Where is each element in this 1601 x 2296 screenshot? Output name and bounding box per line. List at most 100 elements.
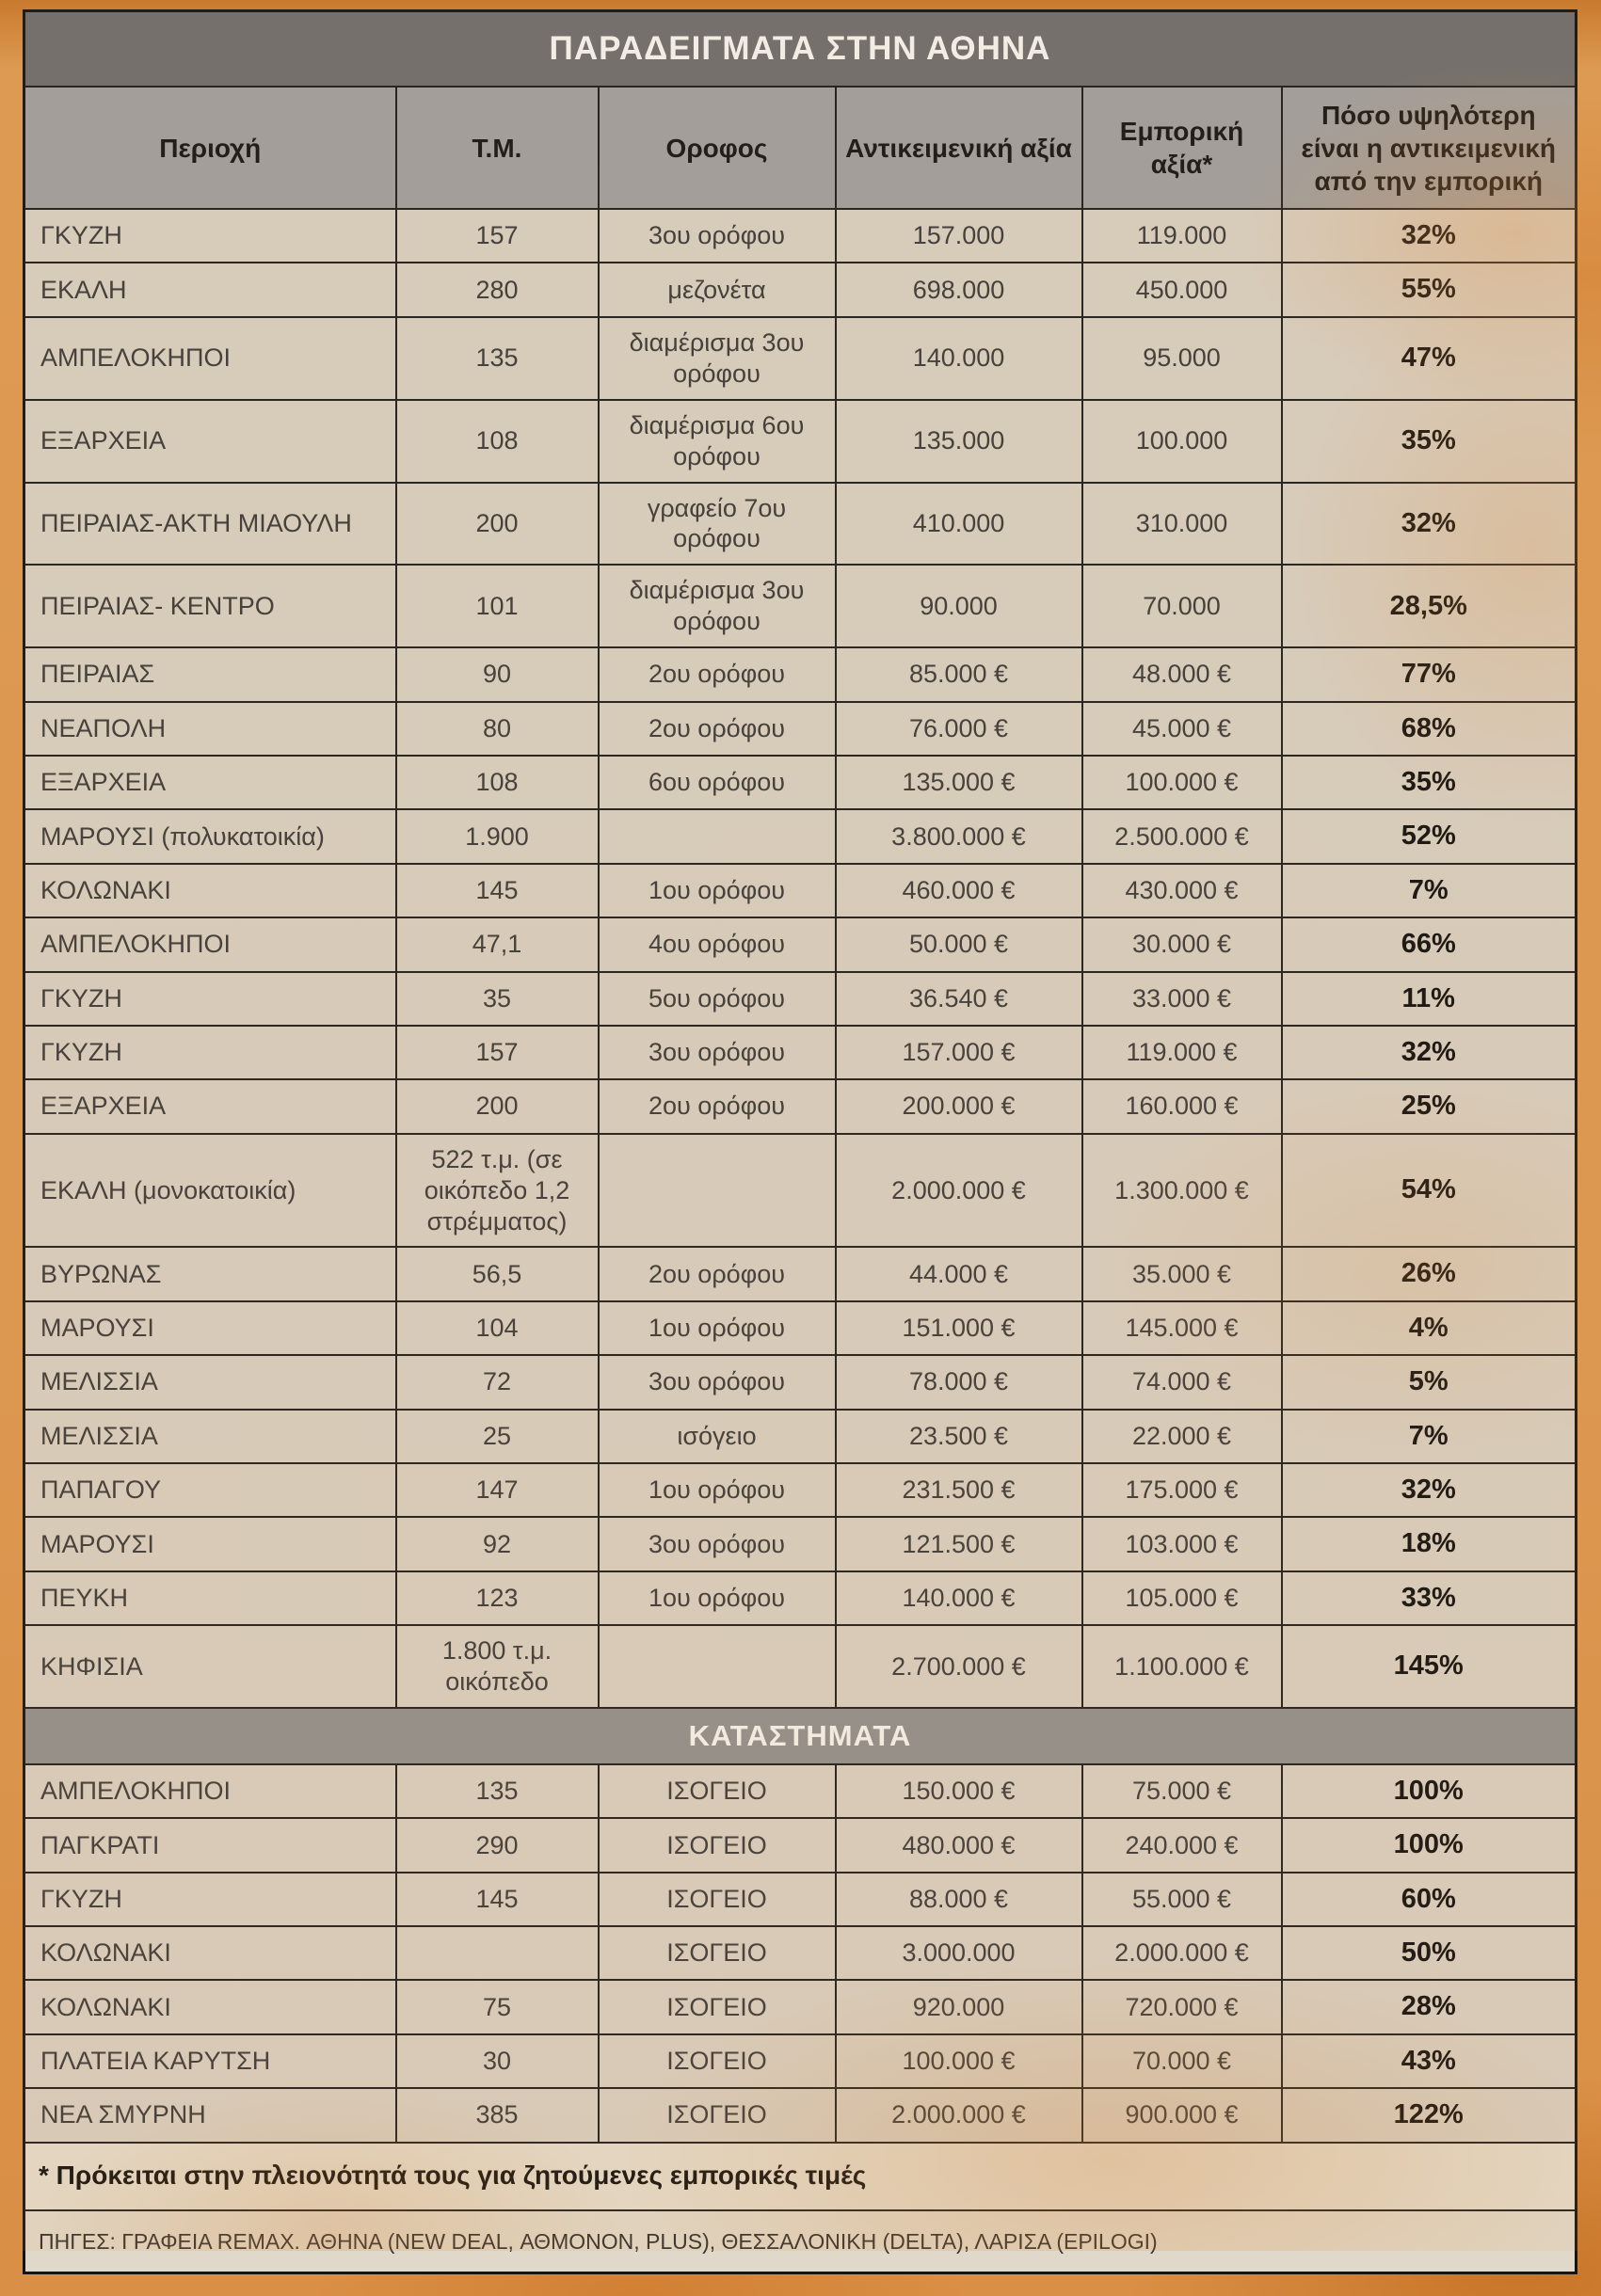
floor-cell: 5ου ορόφου [597,970,837,1027]
floor-cell: 2ου ορόφου [597,1246,837,1302]
table-title-row: ΠΑΡΑΔΕΙΓΜΑΤΑ ΣΤΗΝ ΑΘΗΝΑ [23,9,1577,88]
floor-cell: 2ου ορόφου [597,700,837,757]
difference-pct-cell: 35% [1280,398,1577,484]
objective-value-cell: 200.000 € [834,1078,1083,1135]
area-cell: ΝΕΑΠΟΛΗ [23,700,397,757]
objective-value-cell: 231.500 € [834,1461,1083,1519]
commercial-value-cell: 103.000 € [1081,1516,1283,1572]
difference-pct-cell: 7% [1280,862,1577,919]
table-row: ΠΛΑΤΕΙΑ ΚΑΡΥΤΣΗ 30 ΙΣΟΓΕΙΟ 100.000 €70.000 … [23,2033,1577,2090]
commercial-value-cell: 70.000 € [1081,2033,1283,2090]
difference-pct-cell: 145% [1280,1624,1577,1709]
floor-cell: διαμέρισμα 3ου ορόφου [597,315,837,401]
table-row: ΠΑΓΚΡΑΤΙ 290 ΙΣΟΓΕΙΟ 480.000 €240.000 €100% [23,1817,1577,1873]
commercial-value-cell: 119.000 [1081,207,1283,264]
area-cell: ΒΥΡΩΝΑΣ [23,1246,397,1302]
column-header-row: Περιοχή Τ.Μ. Οροφος Αντικειμενική αξία Ε… [23,86,1577,210]
floor-cell: μεζονέτα [597,262,837,318]
area-cell: ΠΕΙΡΑΙΑΣ [23,646,397,703]
objective-value-cell: 920.000 [834,1979,1083,2035]
objective-value-cell: 85.000 € [834,646,1083,703]
objective-value-cell: 460.000 € [834,862,1083,919]
table-row: ΕΞΑΡΧΕΙΑ 200 2ου ορόφου 200.000 €160.000 €2… [23,1078,1577,1135]
objective-value-cell: 157.000 € [834,1024,1083,1081]
difference-pct-cell: 32% [1280,207,1577,264]
sqm-cell: 385 [394,2087,600,2144]
difference-pct-cell: 100% [1280,1762,1577,1820]
sqm-cell: 522 τ.μ. (σε οικόπεδο 1,2 στρέμματος) [394,1132,600,1249]
examples-table: ΠΑΡΑΔΕΙΓΜΑΤΑ ΣΤΗΝ ΑΘΗΝΑ Περιοχή Τ.Μ. Ορο… [23,9,1577,2274]
table-row: ΜΕΛΙΣΣΙΑ 25 ισόγειο 23.500 €22.000 €7% [23,1408,1577,1464]
objective-value-cell: 100.000 € [834,2033,1083,2090]
table-row: ΠΕΙΡΑΙΑΣ 90 2ου ορόφου 85.000 €48.000 €77% [23,646,1577,703]
col-header-difference-pct: Πόσο υψηλότερη είναι η αντικειμενική από… [1280,86,1577,210]
area-cell: ΠΑΠΑΓΟΥ [23,1461,397,1519]
objective-value-cell: 140.000 [834,315,1083,401]
objective-value-cell: 3.000.000 [834,1925,1083,1982]
floor-cell: διαμέρισμα 6ου ορόφου [597,398,837,484]
sqm-cell: 92 [394,1516,600,1572]
area-cell: ΠΛΑΤΕΙΑ ΚΑΡΥΤΣΗ [23,2033,397,2090]
shops-section: ΚΑΤΑΣΤΗΜΑΤΑ [23,1706,1577,1765]
sqm-cell: 108 [394,754,600,811]
difference-pct-cell: 50% [1280,1925,1577,1982]
commercial-value-cell: 160.000 € [1081,1078,1283,1135]
shop-rows-body: ΑΜΠΕΛΟΚΗΠΟΙ 135 ΙΣΟΓΕΙΟ 150.000 €75.000 €10… [23,1762,1577,2144]
objective-value-cell: 3.800.000 € [834,808,1083,865]
commercial-value-cell: 119.000 € [1081,1024,1283,1081]
floor-cell: 3ου ορόφου [597,1024,837,1081]
difference-pct-cell: 35% [1280,754,1577,811]
floor-cell: 3ου ορόφου [597,207,837,264]
sqm-cell: 75 [394,1979,600,2035]
sqm-cell: 290 [394,1817,600,1873]
section-title: ΚΑΤΑΣΤΗΜΑΤΑ [23,1706,1577,1765]
difference-pct-cell: 7% [1280,1408,1577,1464]
table-row: ΜΑΡΟΥΣΙ (πολυκατοικία) 1.900 3.800.000 €2.… [23,808,1577,865]
difference-pct-cell: 68% [1280,700,1577,757]
sqm-cell: 123 [394,1570,600,1627]
objective-value-cell: 121.500 € [834,1516,1083,1572]
objective-value-cell: 23.500 € [834,1408,1083,1464]
commercial-value-cell: 105.000 € [1081,1570,1283,1627]
area-cell: ΝΕΑ ΣΜΥΡΝΗ [23,2087,397,2144]
floor-cell [597,808,837,865]
difference-pct-cell: 33% [1280,1570,1577,1627]
sqm-cell: 90 [394,646,600,703]
commercial-value-cell: 35.000 € [1081,1246,1283,1302]
floor-cell: διαμέρισμα 3ου ορόφου [597,564,837,649]
col-header-sqm: Τ.Μ. [394,86,600,210]
difference-pct-cell: 28% [1280,1979,1577,2035]
table-row: ΕΚΑΛΗ (μονοκατοικία) 522 τ.μ. (σε οικόπεδ… [23,1132,1577,1249]
floor-cell: ΙΣΟΓΕΙΟ [597,2033,837,2090]
difference-pct-cell: 60% [1280,1871,1577,1928]
table-row: ΕΞΑΡΧΕΙΑ 108 διαμέρισμα 6ου ορόφου 135.000 1… [23,398,1577,484]
area-cell: ΕΞΑΡΧΕΙΑ [23,1078,397,1135]
difference-pct-cell: 52% [1280,808,1577,865]
objective-value-cell: 78.000 € [834,1354,1083,1411]
objective-value-cell: 135.000 € [834,754,1083,811]
area-cell: ΜΑΡΟΥΣΙ (πολυκατοικία) [23,808,397,865]
sources-text: ΠΗΓΕΣ: ΓΡΑΦΕΙΑ REMAX. ΑΘΗΝΑ (NEW DEAL, Α… [23,2208,1577,2274]
commercial-value-cell: 450.000 [1081,262,1283,318]
difference-pct-cell: 26% [1280,1246,1577,1302]
table-row: ΕΞΑΡΧΕΙΑ 108 6ου ορόφου 135.000 €100.000 €3… [23,754,1577,811]
commercial-value-cell: 175.000 € [1081,1461,1283,1519]
area-cell: ΜΕΛΙΣΣΙΑ [23,1408,397,1464]
floor-cell: ΙΣΟΓΕΙΟ [597,1762,837,1820]
col-header-area: Περιοχή [23,86,397,210]
table-title: ΠΑΡΑΔΕΙΓΜΑΤΑ ΣΤΗΝ ΑΘΗΝΑ [23,9,1577,88]
section-header-row: ΚΑΤΑΣΤΗΜΑΤΑ [23,1706,1577,1765]
col-header-commercial-value: Εμπορική αξία* [1081,86,1283,210]
sqm-cell: 30 [394,2033,600,2090]
floor-cell: 2ου ορόφου [597,646,837,703]
area-cell: ΕΚΑΛΗ (μονοκατοικία) [23,1132,397,1249]
col-header-objective-value: Αντικειμενική αξία [834,86,1083,210]
difference-pct-cell: 18% [1280,1516,1577,1572]
difference-pct-cell: 43% [1280,2033,1577,2090]
objective-value-cell: 150.000 € [834,1762,1083,1820]
sqm-cell: 145 [394,1871,600,1928]
area-cell: ΕΞΑΡΧΕΙΑ [23,398,397,484]
area-cell: ΚΟΛΩΝΑΚΙ [23,862,397,919]
table-row: ΑΜΠΕΛΟΚΗΠΟΙ 47,1 4ου ορόφου 50.000 €30.000 … [23,917,1577,973]
sqm-cell: 280 [394,262,600,318]
